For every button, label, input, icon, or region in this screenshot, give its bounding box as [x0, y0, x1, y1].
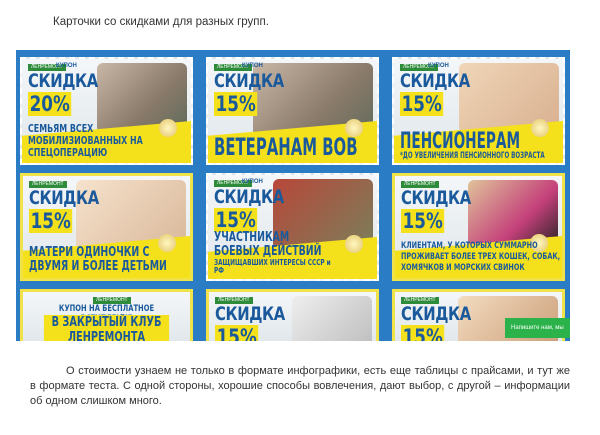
- logo: ЛЕНРЕМОНТ: [214, 180, 252, 187]
- card-target: ПЕНСИОНЕРАМ: [400, 129, 521, 154]
- card-target: УЧАСТНИКАМ БОЕВЫХ ДЕЙСТВИЙ: [214, 230, 322, 259]
- discount-word: СКИДКА: [215, 303, 285, 325]
- coupon-card-club: ЛЕНРЕМОНТ КУПОН НА БЕСПЛАТНОЕ ВСТУПЛЕНИЕ…: [20, 289, 193, 341]
- discount-percent: 15%: [29, 209, 73, 233]
- card-target: КЛИЕНТАМ, У КОТОРЫХ СУММАРНО ПРОЖИВАЕТ Б…: [401, 241, 561, 273]
- coupon-card-pensioners: ЛЕНРЕМОНТ КУПОН СКИДКА 15% ПЕНСИОНЕРАМ *ДО…: [392, 57, 565, 165]
- discount-word: СКИДКА: [29, 187, 99, 209]
- chat-widget-button[interactable]: Напишите нам, мы: [505, 318, 570, 338]
- logo: ЛЕНРЕМОНТ: [401, 181, 439, 188]
- discount-percent: 15%: [401, 209, 445, 233]
- card-target: СЕМЬЯМ ВСЕХ МОБИЛИЗИОВАННЫХ НА СПЕЦОПЕРА…: [28, 122, 143, 159]
- discount-percent: 20%: [28, 92, 72, 116]
- card-note: *ДО УВЕЛИЧЕНИЯ ПЕНСИОННОГО ВОЗРАСТА: [400, 151, 545, 161]
- logo: ЛЕНРЕМОНТ: [29, 181, 67, 188]
- discount-word: СКИДКА: [214, 186, 284, 208]
- card-note: ЗАЩИЩАВШИХ ИНТЕРЕСЫ СССР и РФ: [214, 258, 331, 275]
- coupon-card-7: ЛЕНРЕМОНТ СКИДКА 15%: [206, 289, 379, 341]
- coupon-card-mobilized: ЛЕНРЕМОНТ КУПОН СКИДКА 20% СЕМЬЯМ ВСЕХ МО…: [20, 57, 193, 165]
- coupon-card-veterans: ЛЕНРЕМОНТ КУПОН СКИДКА 15% ВЕТЕРАНАМ ВОВ: [206, 57, 379, 165]
- coupon-card-combatants: ЛЕНРЕМОНТ КУПОН СКИДКА 15% УЧАСТНИКАМ БОЕ…: [206, 173, 379, 281]
- discount-percent: 15%: [400, 92, 444, 116]
- logo: ЛЕНРЕМОНТ: [400, 64, 438, 71]
- discount-percent: 15%: [214, 92, 258, 116]
- discount-percent: 15%: [214, 208, 258, 232]
- discount-percent: 15%: [401, 325, 445, 341]
- coupon-label: КУПОН: [428, 63, 449, 69]
- logo: ЛЕНРЕМОНТ: [215, 297, 253, 304]
- coupon-label: КУПОН: [56, 63, 77, 69]
- bow-icon: [531, 119, 549, 137]
- discount-word: СКИДКА: [401, 187, 471, 209]
- discount-word: СКИДКА: [214, 70, 284, 92]
- card-target: МАТЕРИ ОДИНОЧКИ С ДВУМЯ И БОЛЕЕ ДЕТЬМИ: [29, 245, 167, 274]
- coupon-label: КУПОН: [242, 179, 263, 185]
- bow-icon: [158, 234, 176, 252]
- image-caption: Карточки со скидками для разных групп.: [53, 16, 269, 28]
- discount-percent: 15%: [215, 325, 259, 341]
- logo: ЛЕНРЕМОНТ: [28, 64, 66, 71]
- discount-cards-image: ЛЕНРЕМОНТ КУПОН СКИДКА 20% СЕМЬЯМ ВСЕХ МО…: [16, 50, 570, 341]
- body-paragraph: О стоимости узнаем не только в формате и…: [30, 365, 570, 407]
- discount-word: СКИДКА: [401, 303, 471, 325]
- card-target: ВЕТЕРАНАМ ВОВ: [214, 133, 358, 161]
- bow-icon: [345, 235, 363, 253]
- bow-icon: [345, 119, 363, 137]
- logo: ЛЕНРЕМОНТ: [93, 297, 131, 304]
- logo: ЛЕНРЕМОНТ: [401, 297, 439, 304]
- bow-icon: [159, 119, 177, 137]
- discount-word: СКИДКА: [28, 70, 98, 92]
- logo: ЛЕНРЕМОНТ: [214, 64, 252, 71]
- coupon-card-single-mothers: ЛЕНРЕМОНТ СКИДКА 15% МАТЕРИ ОДИНОЧКИ С Д…: [20, 173, 193, 281]
- coupon-card-pet-owners: ЛЕНРЕМОНТ СКИДКА 15% КЛИЕНТАМ, У КОТОРЫХ…: [392, 173, 565, 281]
- bow-icon: [530, 234, 548, 252]
- coupon-label: КУПОН: [242, 63, 263, 69]
- discount-word: СКИДКА: [400, 70, 470, 92]
- club-line-2: В ЗАКРЫТЫЙ КЛУБ ЛЕНРЕМОНТА: [43, 315, 170, 341]
